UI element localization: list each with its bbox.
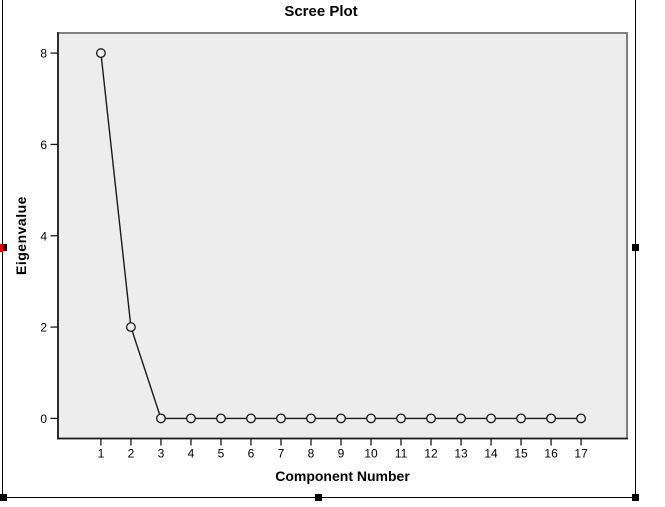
- x-tick-label: 15: [514, 447, 528, 461]
- data-point-marker: [516, 413, 527, 424]
- data-point-marker: [486, 413, 497, 424]
- plot-area: [57, 32, 628, 440]
- x-tick-label: 8: [308, 447, 315, 461]
- y-axis-title: Eigenvalue: [13, 196, 29, 276]
- data-point-marker: [125, 322, 136, 333]
- x-tick-label: 9: [338, 447, 345, 461]
- y-tick-label: 2: [40, 321, 47, 335]
- chart-title: Scree Plot: [284, 3, 358, 20]
- y-tick-label: 8: [40, 47, 47, 61]
- selection-handle-bottom-middle[interactable]: [315, 494, 322, 501]
- selection-handle-bottom-left[interactable]: [0, 494, 7, 501]
- x-tick-label: 1: [98, 447, 105, 461]
- x-tick-label: 14: [484, 447, 498, 461]
- data-point-marker: [155, 413, 166, 424]
- x-tick-label: 5: [218, 447, 225, 461]
- data-point-marker: [426, 413, 436, 424]
- data-point-marker: [576, 413, 587, 424]
- data-point-marker: [95, 48, 106, 59]
- y-tick-label: 0: [40, 412, 47, 426]
- selection-handle-left-middle[interactable]: [0, 244, 7, 251]
- data-point-marker: [276, 413, 286, 424]
- data-point-marker: [456, 413, 466, 424]
- x-tick-label: 2: [128, 447, 135, 461]
- selection-handle-bottom-right[interactable]: [632, 494, 639, 501]
- x-tick-label: 13: [454, 447, 468, 461]
- x-tick-label: 6: [248, 447, 255, 461]
- x-tick-label: 16: [544, 447, 558, 461]
- selection-handle-right-middle[interactable]: [632, 244, 639, 251]
- data-point-marker: [396, 413, 406, 424]
- data-point-marker: [366, 413, 376, 424]
- selection-anchor-mark: [0, 244, 3, 252]
- data-point-marker: [216, 413, 226, 424]
- x-tick-label: 10: [364, 447, 378, 461]
- y-tick-label: 6: [40, 138, 47, 152]
- x-tick-label: 4: [188, 447, 195, 461]
- data-point-marker: [185, 413, 196, 424]
- data-point-marker: [306, 413, 316, 424]
- y-tick-label: 4: [40, 229, 47, 243]
- data-point-marker: [336, 413, 346, 424]
- x-tick-label: 12: [424, 447, 438, 461]
- data-point-marker: [546, 413, 557, 424]
- x-axis-title: Component Number: [275, 468, 410, 484]
- x-tick-label: 11: [395, 447, 408, 461]
- data-point-marker: [246, 413, 256, 424]
- x-tick-label: 17: [574, 447, 588, 461]
- x-tick-label: 3: [158, 447, 165, 461]
- x-tick-label: 7: [278, 447, 285, 461]
